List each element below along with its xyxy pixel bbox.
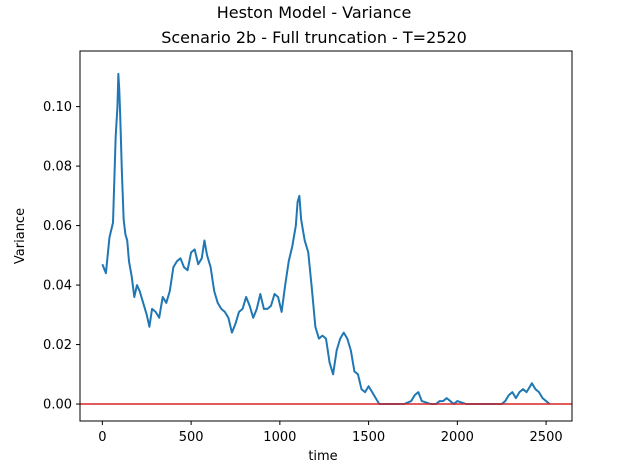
y-tick-label: 0.08 bbox=[43, 160, 72, 175]
chart-title: Heston Model - Variance bbox=[217, 3, 412, 22]
x-tick-label: 2000 bbox=[441, 430, 474, 445]
x-tick-label: 2500 bbox=[530, 430, 563, 445]
y-tick-label: 0.04 bbox=[43, 279, 72, 294]
plot-area bbox=[80, 51, 572, 421]
x-tick-label: 500 bbox=[179, 430, 204, 445]
series-layer bbox=[80, 72, 572, 406]
y-tick-label: 0.02 bbox=[43, 338, 72, 353]
variance-series-line bbox=[101, 72, 551, 406]
x-tick-label: 1500 bbox=[352, 430, 385, 445]
y-tick-label: 0.06 bbox=[43, 219, 72, 234]
plot-frame bbox=[79, 50, 573, 422]
ticks-layer: 0 500 1000 1500 2000 2500 0.00 0.02 0.04 0.06 0.08… bbox=[43, 100, 563, 445]
x-tick-label: 1000 bbox=[263, 430, 296, 445]
chart-subtitle: Scenario 2b - Full truncation - T=2520 bbox=[161, 28, 467, 47]
y-tick-label: 0.10 bbox=[43, 100, 72, 115]
y-axis-label: Variance bbox=[13, 208, 28, 264]
y-tick-label: 0.00 bbox=[43, 398, 72, 413]
x-axis-label: time bbox=[308, 449, 337, 464]
x-tick-label: 0 bbox=[98, 430, 106, 445]
